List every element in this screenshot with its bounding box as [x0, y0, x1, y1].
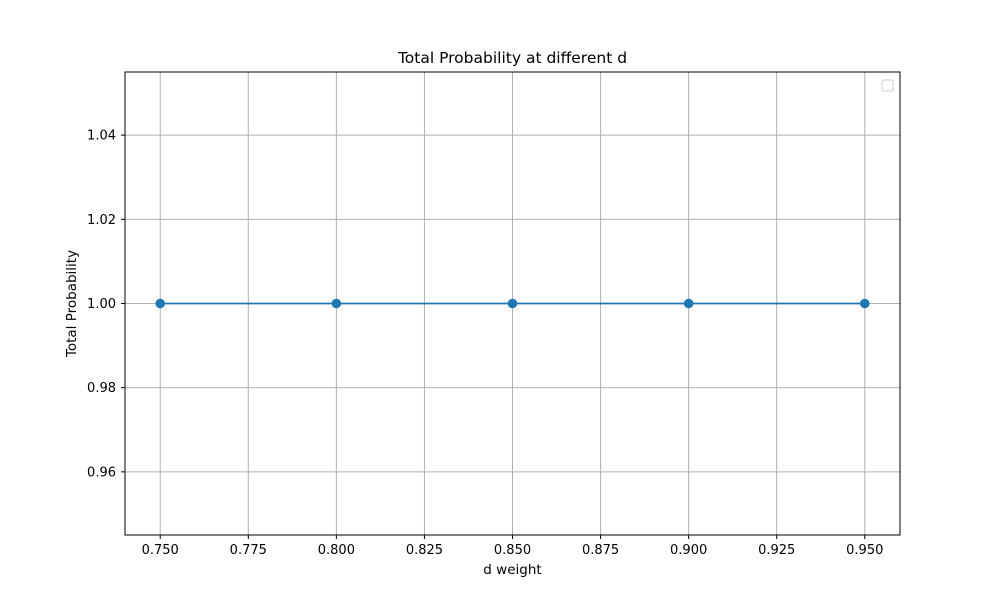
data-point — [859, 298, 870, 309]
x-tick-label: 0.750 — [142, 543, 179, 558]
x-axis-ticks: 0.750 0.775 0.800 0.825 0.850 0.875 0.900 0.925… — [142, 535, 883, 558]
x-tick-label: 0.800 — [318, 543, 355, 558]
y-tick-label: 0.96 — [87, 465, 116, 480]
x-tick-label: 0.825 — [406, 543, 443, 558]
x-axis-label: d weight — [483, 562, 541, 578]
x-tick-label: 0.950 — [846, 543, 883, 558]
y-tick-label: 1.02 — [87, 213, 116, 228]
series-layer — [155, 298, 870, 309]
data-point — [331, 298, 342, 309]
y-axis-label: Total Probability — [64, 250, 80, 358]
y-tick-label: 1.00 — [87, 297, 116, 312]
y-axis-ticks: 0.96 0.98 1.00 1.02 1.04 — [87, 129, 125, 480]
x-tick-label: 0.900 — [670, 543, 707, 558]
x-tick-label: 0.875 — [582, 543, 619, 558]
y-tick-label: 1.04 — [87, 129, 116, 144]
legend-box — [881, 79, 894, 92]
y-tick-label: 0.98 — [87, 381, 116, 396]
data-point — [683, 298, 694, 309]
x-tick-label: 0.850 — [494, 543, 531, 558]
data-point — [507, 298, 518, 309]
x-tick-label: 0.925 — [758, 543, 795, 558]
data-point — [155, 298, 166, 309]
chart-title: Total Probability at different d — [397, 49, 627, 67]
x-tick-label: 0.775 — [230, 543, 267, 558]
